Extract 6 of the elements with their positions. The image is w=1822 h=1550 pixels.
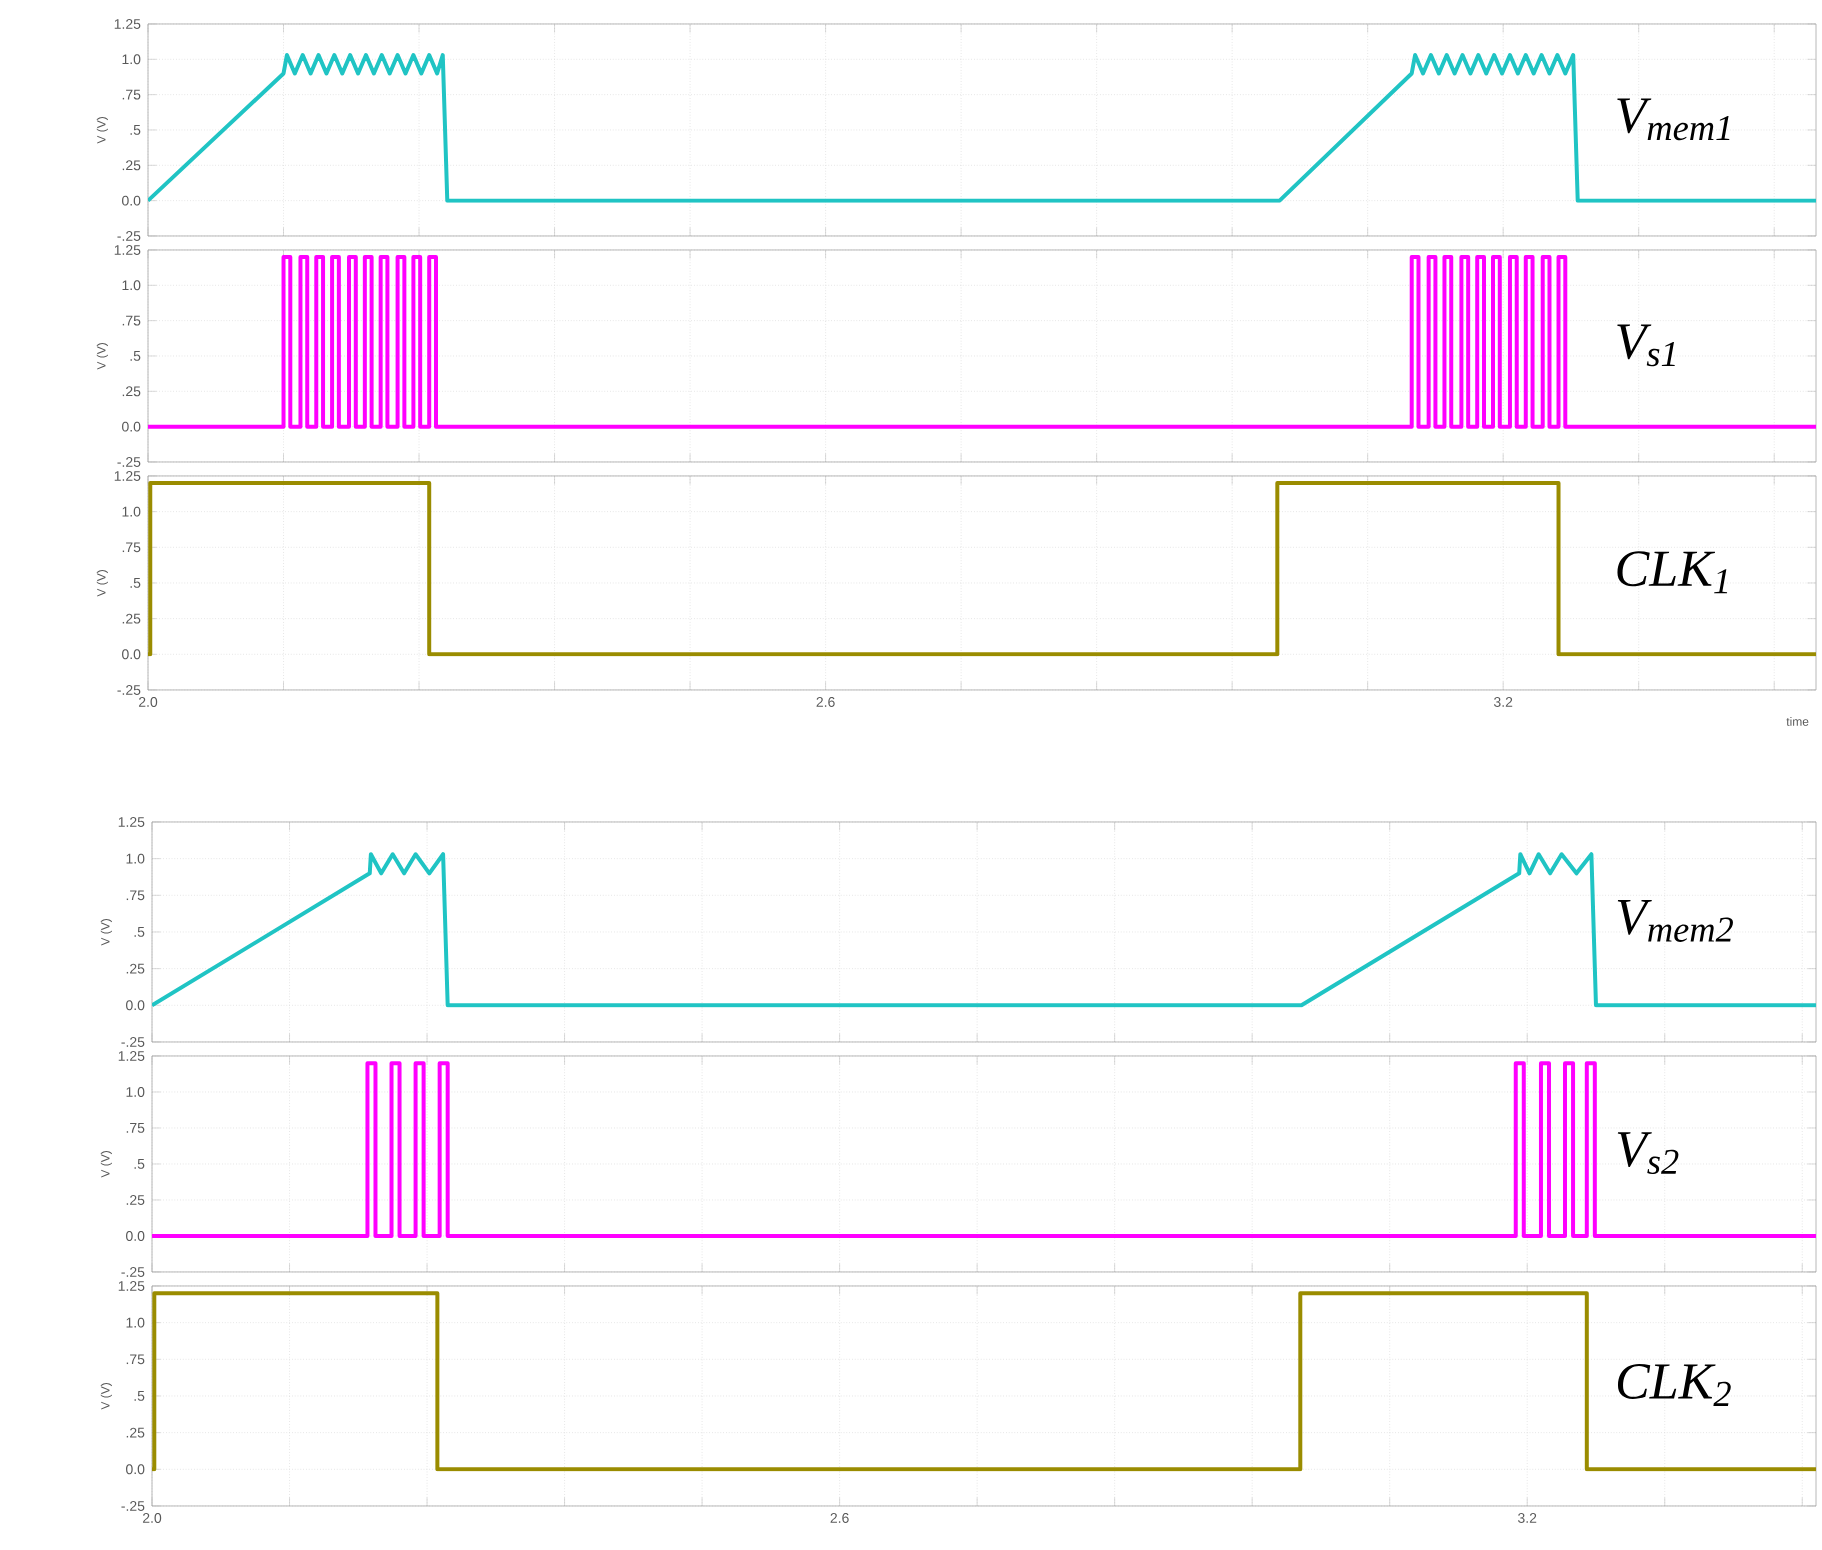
series-label: V$_{mem1}$ (1617, 98, 1730, 141)
series-label: CLK$_{2}$ (1617, 1364, 1731, 1406)
series-label: V$_{mem2}$ (1617, 900, 1733, 942)
series-label: V$_{s1}$ (1617, 324, 1675, 367)
series-label: V$_{s2}$ (1617, 1132, 1679, 1175)
series-label: CLK$_{1}$ (1617, 551, 1728, 594)
